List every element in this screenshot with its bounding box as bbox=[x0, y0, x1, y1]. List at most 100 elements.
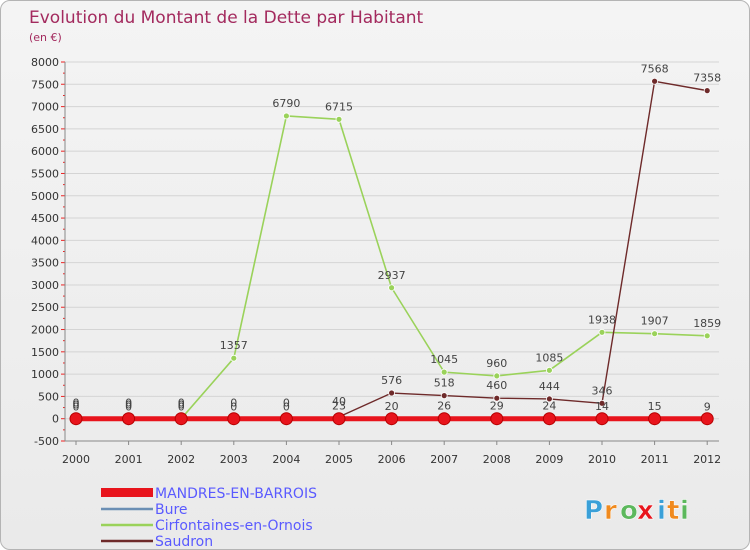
data-label: 24 bbox=[542, 400, 556, 413]
y-tick-label: 6500 bbox=[31, 123, 59, 136]
data-label: 576 bbox=[381, 374, 402, 387]
point-series-3 bbox=[388, 389, 396, 397]
brand-letter: i bbox=[657, 496, 666, 526]
point-mandres bbox=[227, 412, 241, 426]
y-tick-label: 1500 bbox=[31, 346, 59, 359]
x-tick-label: 2005 bbox=[325, 453, 353, 466]
data-label: 20 bbox=[385, 400, 399, 413]
y-grid bbox=[61, 61, 719, 442]
data-label: 1938 bbox=[588, 313, 616, 326]
y-tick-label: 3000 bbox=[31, 279, 59, 292]
point-series-3 bbox=[493, 394, 501, 402]
brand-letter: o bbox=[620, 496, 638, 526]
x-tick-label: 2011 bbox=[641, 453, 669, 466]
data-label: 1085 bbox=[535, 351, 563, 364]
point-mandres bbox=[437, 412, 451, 426]
y-tick-label: 6000 bbox=[31, 145, 59, 158]
data-label: 6715 bbox=[325, 100, 353, 113]
brand-letter: i bbox=[680, 496, 689, 526]
y-tick-label: 2000 bbox=[31, 324, 59, 337]
data-label: 0 bbox=[178, 399, 185, 412]
data-label: 1907 bbox=[641, 315, 669, 328]
brand-letter: t bbox=[667, 496, 679, 526]
x-tick-label: 2010 bbox=[588, 453, 616, 466]
data-label: 0 bbox=[125, 401, 132, 414]
x-tick-label: 2006 bbox=[378, 453, 406, 466]
data-label: 0 bbox=[283, 401, 290, 414]
data-label: 518 bbox=[434, 377, 455, 390]
data-label: 0 bbox=[230, 401, 237, 414]
x-tick-label: 2009 bbox=[535, 453, 563, 466]
data-label: 444 bbox=[539, 380, 560, 393]
legend: MANDRES-EN-BARROISBureCirfontaines-en-Or… bbox=[101, 486, 317, 550]
axes bbox=[64, 62, 719, 445]
point-series-2 bbox=[282, 112, 290, 120]
legend-label: Cirfontaines-en-Ornois bbox=[155, 518, 313, 534]
point-series-2 bbox=[598, 328, 606, 336]
point-mandres bbox=[542, 412, 556, 426]
x-tick-label: 2012 bbox=[693, 453, 721, 466]
y-tick-label: 5500 bbox=[31, 167, 59, 180]
series-group bbox=[69, 77, 714, 426]
data-label: 9 bbox=[704, 400, 711, 413]
x-tick-label: 2004 bbox=[272, 453, 300, 466]
x-tick-label: 2002 bbox=[167, 453, 195, 466]
data-label: 14 bbox=[595, 400, 609, 413]
point-mandres bbox=[700, 412, 714, 426]
legend-label: MANDRES-EN-BARROIS bbox=[155, 486, 317, 502]
y-tick-label: 5000 bbox=[31, 190, 59, 203]
data-label: 26 bbox=[437, 400, 451, 413]
data-label: 0 bbox=[125, 397, 132, 410]
x-tick-label: 2007 bbox=[430, 453, 458, 466]
brand-letter: r bbox=[604, 496, 617, 526]
y-tick-label: 8000 bbox=[31, 56, 59, 69]
point-mandres bbox=[648, 412, 662, 426]
data-label: 0 bbox=[178, 397, 185, 410]
point-series-3 bbox=[703, 87, 711, 95]
point-series-2 bbox=[703, 332, 711, 340]
point-series-3 bbox=[546, 395, 553, 403]
data-label: 7358 bbox=[693, 72, 721, 85]
point-series-2 bbox=[651, 330, 658, 338]
data-label: 2937 bbox=[378, 269, 406, 282]
point-mandres bbox=[279, 412, 293, 426]
point-mandres bbox=[490, 412, 504, 426]
data-label: 7568 bbox=[641, 62, 669, 75]
y-tick-label: 7000 bbox=[31, 101, 59, 114]
y-tick-label: 1000 bbox=[31, 368, 59, 381]
brand-letter: x bbox=[637, 496, 654, 526]
brand-letter: P bbox=[584, 496, 603, 526]
point-series-2 bbox=[230, 354, 238, 362]
y-tick-label: 2500 bbox=[31, 301, 59, 314]
data-label: 29 bbox=[490, 399, 504, 412]
legend-label: Bure bbox=[155, 502, 188, 518]
y-tick-labels: -500 0 500 1000 1500 2000 2500 3000 3500 4000 4500… bbox=[31, 56, 59, 448]
legend-label: Saudron bbox=[155, 534, 213, 550]
data-label: 0 bbox=[230, 397, 237, 410]
y-tick-label: 7500 bbox=[31, 78, 59, 91]
x-tick-label: 2003 bbox=[220, 453, 248, 466]
point-mandres bbox=[385, 412, 399, 426]
point-series-3 bbox=[651, 77, 658, 85]
data-label: 40 bbox=[332, 395, 346, 408]
data-label: 0 bbox=[125, 399, 132, 412]
point-mandres bbox=[122, 412, 136, 426]
x-tick-labels: 2000 2001 2002 2003 2004 2005 2006 2007 2008 2009… bbox=[62, 453, 721, 466]
point-series-3 bbox=[598, 399, 606, 407]
series-line-3 bbox=[76, 80, 708, 420]
y-tick-label: 3500 bbox=[31, 257, 59, 270]
legend-swatch-mandres bbox=[101, 488, 153, 497]
data-label: 1045 bbox=[430, 353, 458, 366]
data-label: 1357 bbox=[220, 339, 248, 352]
point-mandres bbox=[174, 412, 188, 426]
data-label: 6790 bbox=[272, 97, 300, 110]
x-tick-label: 2008 bbox=[483, 453, 511, 466]
data-label: 0 bbox=[178, 401, 185, 414]
chart-subtitle: (en €) bbox=[29, 31, 62, 44]
y-tick-label: 4500 bbox=[31, 212, 59, 225]
point-series-2 bbox=[388, 284, 396, 292]
point-series-2 bbox=[335, 115, 343, 123]
